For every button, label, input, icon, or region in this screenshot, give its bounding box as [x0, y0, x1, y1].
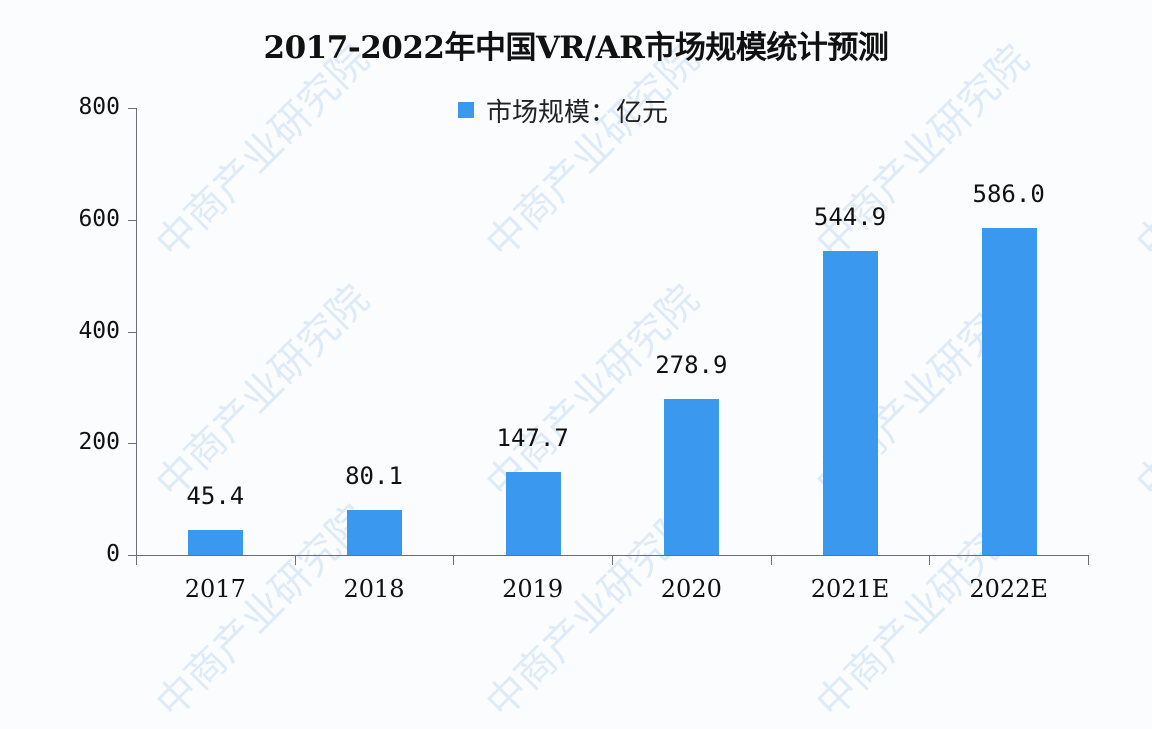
- legend-label: 市场规模：亿元: [486, 97, 669, 128]
- y-tick-label: 200: [78, 429, 120, 456]
- y-tick: [128, 219, 136, 221]
- y-tick-label: 600: [78, 205, 120, 232]
- legend-swatch-icon: [458, 102, 474, 118]
- bar-2018: [347, 510, 402, 555]
- y-tick-label: 0: [106, 541, 120, 567]
- watermark-text: 中商产业研究院: [1127, 276, 1152, 508]
- chart-title: 2017-2022年中国VR/AR市场规模统计预测: [263, 30, 889, 66]
- bar-value-label: 544.9: [813, 202, 887, 231]
- x-tick: [136, 555, 137, 565]
- bar-2020: [664, 399, 720, 555]
- y-tick: [128, 555, 136, 556]
- y-axis: [136, 108, 137, 564]
- bar-2021E: [823, 250, 878, 555]
- bar-2022E: [981, 227, 1037, 555]
- x-tick: [929, 555, 931, 565]
- bar-value-label: 80.1: [345, 462, 403, 491]
- bar-value-label: 586.0: [972, 179, 1045, 208]
- legend: 市场规模：亿元: [458, 92, 668, 128]
- bar-value-label: 147.7: [496, 424, 569, 453]
- bar-value-label: 278.9: [655, 351, 728, 380]
- x-axis: [128, 555, 1088, 556]
- x-tick-label: 2022E: [969, 575, 1048, 603]
- x-tick-label: 2020: [660, 575, 722, 603]
- watermark-text: 中商产业研究院: [147, 496, 379, 728]
- x-tick: [770, 555, 772, 565]
- y-tick: [128, 108, 136, 109]
- x-tick: [294, 555, 296, 565]
- y-tick: [128, 443, 136, 445]
- x-tick: [1088, 555, 1089, 565]
- x-tick-label: 2019: [502, 575, 564, 603]
- x-tick-label: 2018: [343, 575, 405, 603]
- y-tick: [128, 331, 136, 333]
- x-tick-label: 2021E: [810, 575, 890, 603]
- x-tick-label: 2017: [184, 575, 246, 603]
- y-tick-label: 800: [78, 94, 120, 120]
- y-tick-label: 400: [78, 317, 120, 344]
- bar-2017: [188, 529, 244, 555]
- x-tick: [612, 555, 613, 565]
- bar-value-label: 45.4: [186, 481, 245, 510]
- bar-2019: [505, 472, 561, 555]
- x-tick: [453, 555, 455, 565]
